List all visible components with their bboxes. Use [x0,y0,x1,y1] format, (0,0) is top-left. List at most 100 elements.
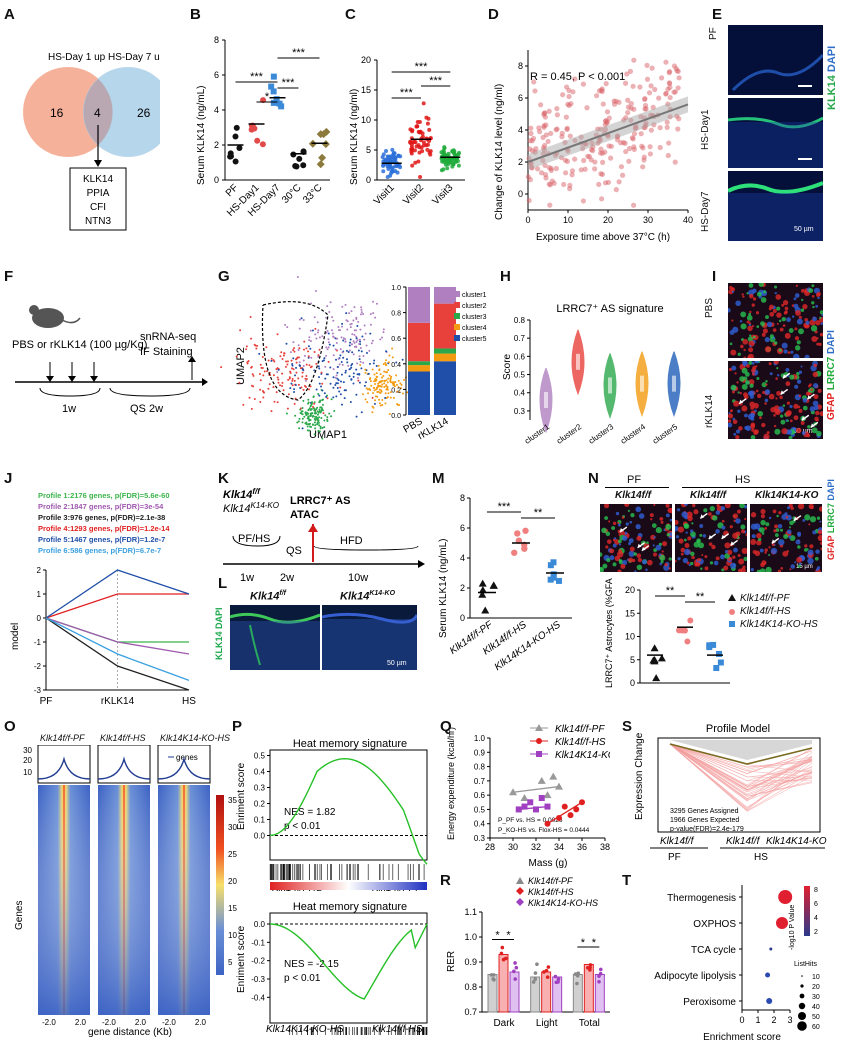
g-umap-point [281,381,284,384]
d-point [568,101,574,107]
g-umap-point [372,312,375,315]
g-legend-swatch [454,335,460,341]
r-point [513,961,517,965]
micro-cell [806,433,811,438]
p-title-2: Heat memory signature [293,901,407,913]
micro-cell [740,567,746,572]
g-bar-segment [408,371,430,415]
micro-cell [745,380,750,385]
b-point [270,73,277,80]
micro-cell [721,525,726,530]
micro-cell [743,348,746,352]
gene-3: CFI [90,202,106,213]
g-umap-point [389,396,392,399]
g-umap-point [359,328,362,331]
e-stain-label: KLK14 DAPI [826,45,838,110]
n-col-2: Klk14f/f [690,490,727,501]
d-point [675,85,681,91]
j-profile-5: Profile 5:1467 genes, p(FDR)=1.2e-7 [38,535,166,544]
n-point [713,665,720,672]
r-legend-3: Klk14K14-KO-HS [528,898,598,908]
g-umap-point [339,354,342,357]
g-umap-point [308,336,311,339]
micro-cell [609,548,615,554]
g-umap-point [316,321,319,324]
micro-cell [675,535,680,539]
micro-cell [620,530,625,536]
c-point [410,163,415,168]
g-bar-ytick-label: 0.0 [391,413,401,420]
d-ytick-label: 2 [518,157,523,167]
micro-cell [791,315,795,318]
q-point [561,803,568,810]
c-point [420,149,425,154]
g-bar-ytick-label: 0.2 [391,387,401,394]
d-point [538,170,545,176]
c-point [456,163,461,168]
micro-cell [784,332,791,339]
micro-cell [660,560,664,564]
micro-cell [617,521,620,524]
g-umap-point [378,398,381,401]
micro-cell [768,362,772,366]
micro-cell [629,520,633,524]
g-umap-point [261,366,264,369]
g-umap-point [309,385,312,388]
micro-cell [810,388,813,392]
g-umap-point [319,427,322,430]
venn-right-label: HS-Day 7 up [108,52,160,63]
micro-cell [793,403,799,409]
micro-cell [820,547,822,551]
g-umap-point [307,415,310,418]
micro-cell [796,371,800,376]
g-umap-point [295,361,298,364]
micro-cell [793,415,799,421]
micro-cell [702,534,707,538]
g-umap-point [355,318,358,321]
o-profile-ytick: 20 [23,756,32,765]
g-umap-point [384,361,387,364]
j-profile-3: Profile 3:976 genes, p(FDR)=2.1e-38 [38,513,166,522]
m-ytick-label: 4 [460,553,465,563]
micro-cell [612,538,616,542]
s-gene-line [669,743,813,786]
g-umap-point [299,367,302,370]
g-umap-point [362,313,365,316]
q-ytick-label: 0.3 [474,834,486,843]
micro-cell [813,382,819,389]
h-ytick-label: 0.3 [514,407,526,416]
micro-cell [811,427,818,434]
g-umap-point [349,338,352,341]
t-colorbar-label: 8 [814,887,818,894]
g-umap-point [321,335,324,338]
r-point [514,965,519,970]
q-ytick-label: 0.7 [474,777,486,786]
panel-s-letter: S [622,718,633,735]
g-umap-point [286,407,289,410]
micro-cell [765,522,770,527]
g-umap-point [332,354,335,357]
micro-cell [794,327,798,331]
micro-cell [782,404,786,407]
d-point [646,90,653,96]
r-point [553,974,558,979]
g-umap-point [357,349,360,352]
g-umap-point [304,411,307,414]
g-umap-point [277,368,280,371]
j-profile-2: Profile 2:1847 genes, p(FDR)=3e-54 [38,502,164,511]
g-umap-point [353,306,356,309]
micro-cell [737,554,741,558]
g-umap-point [374,395,377,398]
micro-cell [711,544,716,550]
micro-cell [624,504,630,507]
micro-cell [769,334,774,339]
micro-cell [747,355,752,358]
g-umap-point [341,325,344,328]
g-umap-point [300,317,303,320]
micro-cell [751,361,755,365]
d-point [600,101,606,107]
g-umap-point [350,366,353,369]
d-point [638,131,644,137]
o-profile-box [157,745,211,784]
micro-cell [741,367,748,374]
